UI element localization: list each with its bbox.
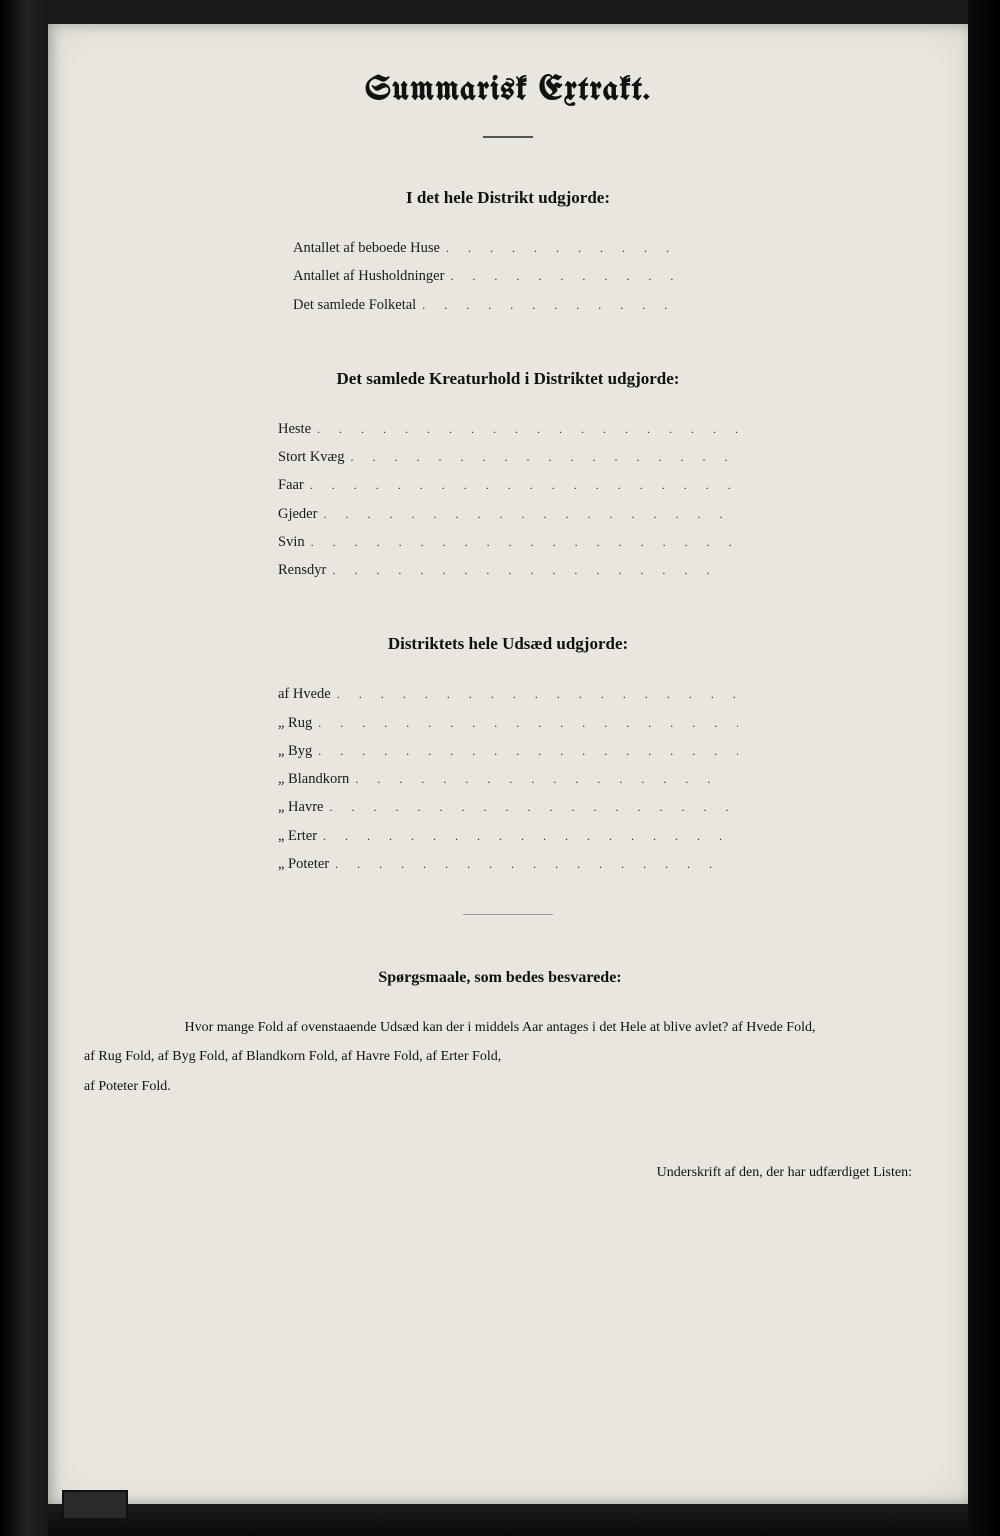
leader-dots: . . . . . . . . . . . . . . . . . . <box>335 853 738 876</box>
list-item: „ Poteter . . . . . . . . . . . . . . . .… <box>278 850 738 878</box>
leader-dots: . . . . . . . . . . . . . . . . . . . . <box>311 531 738 554</box>
leader-dots: . . . . . . . . . . . . . . . . . . <box>350 446 738 469</box>
divider-rule <box>463 914 553 915</box>
section2-block: Heste . . . . . . . . . . . . . . . . . .… <box>278 415 738 585</box>
item-label: Antallet af Husholdninger <box>293 262 444 290</box>
document-page: Summarisk Extrakt. I det hele Distrikt u… <box>48 24 968 1504</box>
questions-heading: Spørgsmaale, som bedes besvarede: <box>68 961 932 995</box>
signature-line: Underskrift af den, der har udfærdiget L… <box>48 1165 968 1181</box>
list-item: „ Rug . . . . . . . . . . . . . . . . . .… <box>278 709 738 737</box>
item-label: Heste <box>278 415 311 443</box>
list-item: „ Havre . . . . . . . . . . . . . . . . .… <box>278 793 738 821</box>
item-label: Svin <box>278 528 305 556</box>
leader-dots: . . . . . . . . . . . . . . . . . . . <box>329 796 738 819</box>
page-tab <box>62 1490 128 1520</box>
list-item: „ Byg . . . . . . . . . . . . . . . . . .… <box>278 737 738 765</box>
list-item: Svin . . . . . . . . . . . . . . . . . . … <box>278 528 738 556</box>
leader-dots: . . . . . . . . . . . . . . . . . . . . <box>318 740 738 763</box>
list-item: Faar . . . . . . . . . . . . . . . . . . … <box>278 471 738 499</box>
page-title: Summarisk Extrakt. <box>48 24 968 108</box>
item-label: Det samlede Folketal <box>293 291 416 319</box>
section1-block: Antallet af beboede Huse . . . . . . . . … <box>293 234 723 319</box>
leader-dots: . . . . . . . . . . . . . . . . . . <box>332 559 738 582</box>
list-item: af Hvede . . . . . . . . . . . . . . . . … <box>278 680 738 708</box>
leader-dots: . . . . . . . . . . . . . . . . . <box>355 768 738 791</box>
book-spine <box>0 0 48 1536</box>
list-item: Gjeder . . . . . . . . . . . . . . . . . … <box>278 500 738 528</box>
leader-dots: . . . . . . . . . . . . <box>422 294 723 317</box>
list-item: Heste . . . . . . . . . . . . . . . . . .… <box>278 415 738 443</box>
question-text: af Rug Fold, af Byg Fold, af Blandkorn F… <box>84 1049 501 1064</box>
list-item: Stort Kvæg . . . . . . . . . . . . . . . … <box>278 443 738 471</box>
question-text: af Poteter Fold. <box>84 1079 171 1094</box>
question-line: Hvor mange Fold af ovenstaaende Udsæd ka… <box>68 1013 932 1042</box>
item-label: „ Erter <box>278 822 317 850</box>
list-item: Rensdyr . . . . . . . . . . . . . . . . .… <box>278 556 738 584</box>
leader-dots: . . . . . . . . . . . . . . . . . . . . <box>310 474 738 497</box>
section3-heading: Distriktets hele Udsæd udgjorde: <box>48 634 968 654</box>
list-item: „ Blandkorn . . . . . . . . . . . . . . .… <box>278 765 738 793</box>
item-label: Rensdyr <box>278 556 326 584</box>
list-item: „ Erter . . . . . . . . . . . . . . . . .… <box>278 822 738 850</box>
section1-heading: I det hele Distrikt udgjorde: <box>48 188 968 208</box>
leader-dots: . . . . . . . . . . . . . . . . . . . . <box>317 418 738 441</box>
title-rule <box>483 136 533 138</box>
question-line: af Rug Fold, af Byg Fold, af Blandkorn F… <box>68 1042 932 1071</box>
list-item: Det samlede Folketal . . . . . . . . . . … <box>293 291 723 319</box>
item-label: Faar <box>278 471 304 499</box>
item-label: „ Byg <box>278 737 312 765</box>
question-text: Hvor mange Fold af ovenstaaende Udsæd ka… <box>185 1020 816 1035</box>
questions-block: Spørgsmaale, som bedes besvarede: Hvor m… <box>48 961 968 1101</box>
item-label: Stort Kvæg <box>278 443 344 471</box>
item-label: „ Poteter <box>278 850 329 878</box>
bottom-shadow <box>48 1506 968 1536</box>
leader-dots: . . . . . . . . . . . . . . . . . . . <box>323 825 738 848</box>
leader-dots: . . . . . . . . . . . . . . . . . . . . <box>318 712 738 735</box>
leader-dots: . . . . . . . . . . . . . . . . . . . <box>337 683 738 706</box>
list-item: Antallet af Husholdninger . . . . . . . .… <box>293 262 723 290</box>
section3-block: af Hvede . . . . . . . . . . . . . . . . … <box>278 680 738 878</box>
item-label: Antallet af beboede Huse <box>293 234 440 262</box>
item-label: af Hvede <box>278 680 331 708</box>
leader-dots: . . . . . . . . . . . <box>450 265 723 288</box>
item-label: Gjeder <box>278 500 317 528</box>
section2-heading: Det samlede Kreaturhold i Distriktet udg… <box>48 369 968 389</box>
item-label: „ Blandkorn <box>278 765 349 793</box>
list-item: Antallet af beboede Huse . . . . . . . . … <box>293 234 723 262</box>
question-line: af Poteter Fold. <box>68 1072 932 1101</box>
leader-dots: . . . . . . . . . . . <box>446 237 723 260</box>
leader-dots: . . . . . . . . . . . . . . . . . . . <box>323 503 738 526</box>
right-dark-edge <box>968 0 1000 1536</box>
item-label: „ Rug <box>278 709 312 737</box>
item-label: „ Havre <box>278 793 323 821</box>
